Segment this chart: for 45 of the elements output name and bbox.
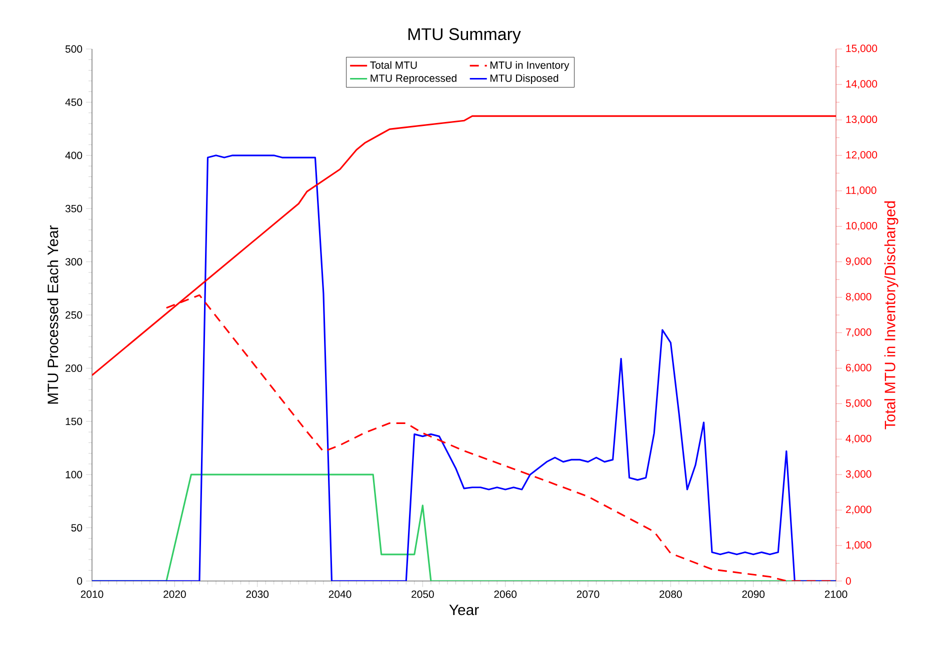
y2-tick-label: 9,000 <box>846 257 872 266</box>
y2-tick-label: 8,000 <box>846 292 872 302</box>
y2-tick-label: 14,000 <box>846 80 878 89</box>
y-tick-label: 250 <box>66 311 82 319</box>
y-tick-label: 150 <box>66 418 82 426</box>
y2-tick-label: 2,000 <box>846 506 872 514</box>
y-tick-label: 450 <box>65 98 82 106</box>
legend-label: MTU in Inventory <box>490 61 570 71</box>
y2-tick-label: 12,000 <box>846 151 878 160</box>
x-tick-label: 2060 <box>494 590 517 598</box>
x-tick-label: 2020 <box>164 590 186 598</box>
y2-tick-label: 0 <box>846 577 851 585</box>
x-tick-label: 2010 <box>80 590 104 598</box>
x-tick-label: 2070 <box>576 590 600 598</box>
x-tick-label: 2090 <box>742 590 765 598</box>
y2-tick-label: 10,000 <box>846 222 878 231</box>
y2-tick-label: 4,000 <box>846 434 872 444</box>
chart-title: MTU Summary <box>408 28 521 44</box>
y2-tick-label: 6,000 <box>846 364 872 373</box>
x-tick-label: 2030 <box>246 590 269 598</box>
x-tick-label: 2100 <box>824 590 848 598</box>
y-tick-label: 100 <box>66 470 82 478</box>
y-tick-label: 350 <box>65 204 82 212</box>
x-axis-title: Year <box>449 604 479 616</box>
y-axis-title: MTU Processed Each Year <box>47 225 58 404</box>
y2-tick-label: 1,000 <box>846 541 872 550</box>
y2-tick-label: 7,000 <box>846 328 872 338</box>
y2-tick-label: 5,000 <box>846 399 872 408</box>
y2-tick-label: 13,000 <box>846 116 878 124</box>
y2-axis-title: Total MTU in Inventory/Discharged <box>884 201 898 430</box>
y2-tick-label: 3,000 <box>846 470 872 479</box>
y-tick-label: 500 <box>65 45 82 53</box>
y-tick-label: 400 <box>65 152 82 160</box>
y-tick-label: 300 <box>65 258 82 266</box>
legend-label: MTU Reprocessed <box>370 74 456 84</box>
y-tick-label: 50 <box>71 524 82 532</box>
y-tick-label: 0 <box>77 577 82 585</box>
x-tick-label: 2040 <box>328 590 352 598</box>
legend-label: Total MTU <box>370 61 417 69</box>
y2-tick-label: 11,000 <box>846 186 876 196</box>
y2-tick-label: 15,000 <box>846 44 878 54</box>
legend-label: MTU Disposed <box>490 74 558 84</box>
x-tick-label: 2080 <box>660 590 682 598</box>
y-tick-label: 200 <box>66 364 82 372</box>
x-tick-label: 2050 <box>412 590 434 598</box>
